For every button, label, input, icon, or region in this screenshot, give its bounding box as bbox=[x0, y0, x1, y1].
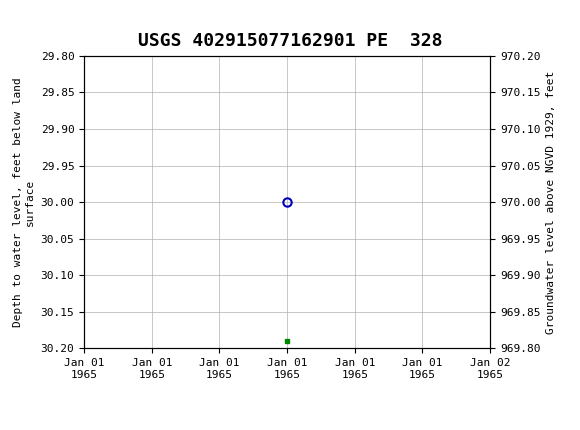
Y-axis label: Groundwater level above NGVD 1929, feet: Groundwater level above NGVD 1929, feet bbox=[546, 71, 556, 334]
Y-axis label: Depth to water level, feet below land
surface: Depth to water level, feet below land su… bbox=[13, 77, 35, 327]
Text: USGS: USGS bbox=[9, 12, 45, 27]
Bar bbox=[0, 0, 32, 38]
Text: USGS 402915077162901 PE  328: USGS 402915077162901 PE 328 bbox=[138, 32, 442, 50]
Text: ╳: ╳ bbox=[3, 8, 14, 30]
